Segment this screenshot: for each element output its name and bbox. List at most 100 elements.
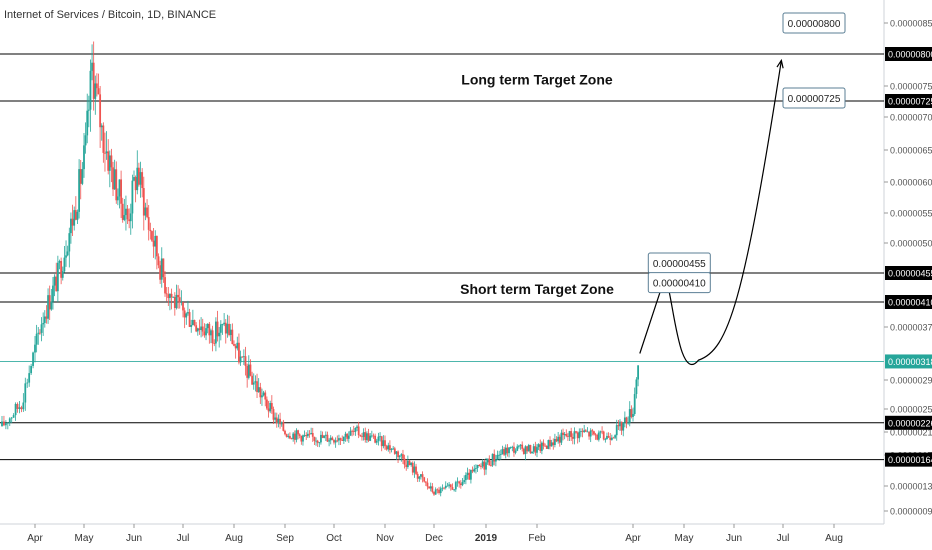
candle-body: [509, 446, 512, 448]
candle-body: [471, 470, 474, 472]
projection-path: [639, 60, 782, 365]
candle-body: [37, 332, 40, 334]
candle-body: [553, 438, 556, 445]
candle-body: [560, 432, 563, 443]
callout-box[interactable]: [782, 87, 846, 109]
candle-body: [185, 313, 188, 318]
candle-body: [338, 438, 340, 441]
candle-body: [463, 480, 466, 483]
candle-body: [118, 179, 121, 197]
candle-body: [473, 468, 476, 472]
candle-body: [142, 188, 145, 216]
candle-body: [320, 434, 322, 443]
candle-body: [167, 294, 170, 299]
candle-body: [578, 431, 581, 439]
x-tick-label: Sep: [276, 533, 294, 544]
candle-body: [289, 435, 291, 439]
candle-body: [334, 440, 337, 443]
callout-box[interactable]: [647, 272, 711, 294]
candle-body: [385, 446, 388, 450]
candle-body: [63, 257, 66, 272]
candle-body: [475, 468, 477, 469]
candle-body: [627, 422, 630, 424]
candle-body: [149, 229, 152, 232]
candle-body: [139, 172, 142, 185]
candle-body: [493, 453, 496, 462]
candle-body: [580, 431, 582, 433]
candle-body: [178, 297, 181, 303]
candle-body: [321, 434, 324, 438]
candle-body: [602, 431, 605, 440]
candle-body: [313, 436, 316, 441]
candle-body: [99, 94, 102, 128]
candle-body: [620, 421, 623, 431]
candle-body: [125, 208, 127, 216]
callout-box[interactable]: [782, 12, 846, 34]
candle-body: [159, 265, 162, 280]
candle-body: [402, 454, 404, 459]
candle-body: [175, 294, 178, 309]
candle-body: [558, 436, 561, 443]
candle-body: [224, 322, 227, 334]
candle-body: [586, 431, 589, 433]
candle-body: [408, 460, 411, 466]
candle-body: [623, 417, 626, 423]
candle-body: [61, 271, 64, 278]
candle-body: [439, 488, 442, 494]
x-tick-label: Jul: [777, 533, 790, 544]
candle-body: [583, 430, 586, 433]
candle-body: [410, 462, 413, 466]
candle-body: [571, 437, 574, 439]
candle-body: [352, 431, 355, 432]
x-tick-label: May: [75, 533, 94, 544]
candle-body: [261, 395, 263, 398]
candle-body: [389, 445, 391, 450]
y-tick-label: 0.00000850: [890, 19, 932, 29]
candle-body: [226, 323, 229, 334]
candle-body: [110, 155, 113, 168]
candle-body: [354, 428, 357, 432]
candle-body: [421, 474, 424, 478]
candle-body: [10, 417, 13, 419]
candle-body: [282, 421, 285, 431]
candle-body: [112, 167, 114, 190]
candle-body: [200, 326, 202, 331]
candle-body: [496, 454, 499, 460]
candle-body: [405, 464, 408, 468]
candle-body: [615, 425, 618, 436]
candle-body: [223, 322, 226, 325]
candle-body: [361, 436, 363, 438]
candle-body: [318, 442, 321, 444]
candle-body: [108, 155, 111, 171]
candle-body: [362, 432, 365, 437]
candle-body: [387, 445, 390, 450]
candle-body: [134, 177, 137, 191]
price-tag-label: 0.00000800: [888, 50, 932, 60]
candle-body: [426, 482, 429, 487]
x-tick-label: 2019: [475, 533, 498, 544]
candle-body: [357, 426, 360, 436]
candle-body: [433, 491, 435, 495]
candle-body: [418, 476, 421, 479]
candle-body: [104, 152, 106, 154]
candle-body: [441, 487, 444, 489]
candle-body: [547, 440, 550, 449]
candle-body: [609, 437, 612, 440]
candle-body: [526, 446, 529, 452]
candle-body: [481, 461, 484, 467]
candle-body: [438, 489, 440, 494]
x-tick-label: Dec: [425, 533, 443, 544]
candle-body: [601, 431, 603, 433]
candle-body: [581, 431, 584, 433]
candle-body: [406, 460, 409, 468]
candle-body: [201, 326, 204, 332]
candle-body: [599, 431, 602, 433]
candle-body: [6, 422, 9, 424]
price-tag: [885, 47, 932, 61]
candle-body: [456, 481, 459, 483]
candle-body: [92, 62, 95, 99]
candle-body: [300, 435, 303, 442]
